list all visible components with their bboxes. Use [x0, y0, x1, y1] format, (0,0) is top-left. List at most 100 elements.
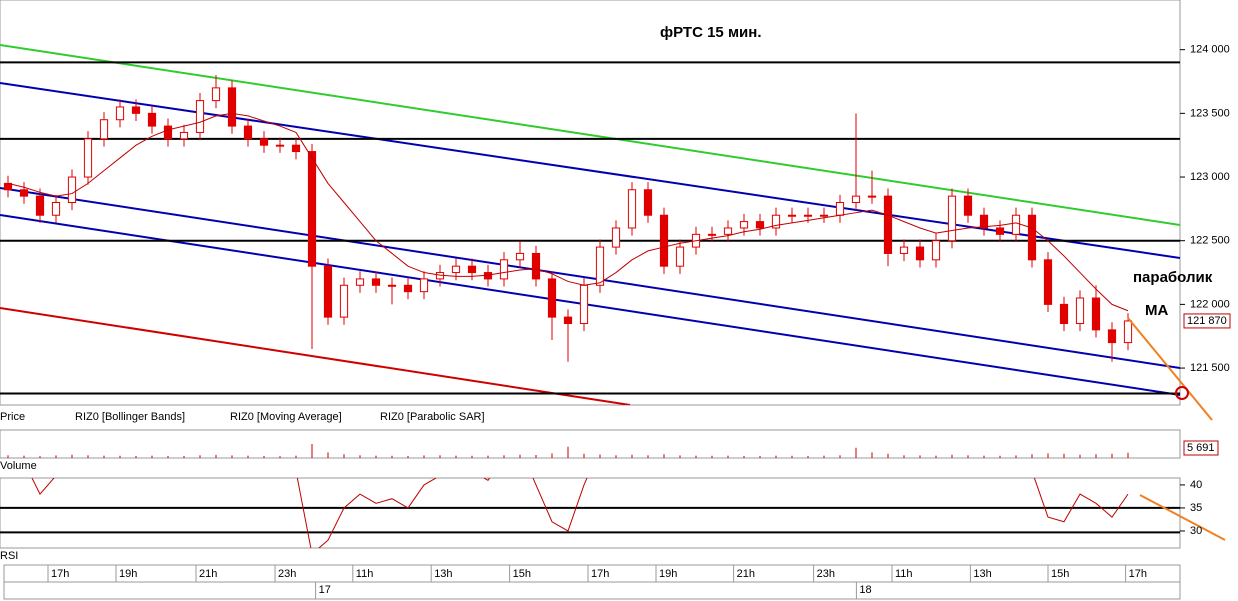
candle-body — [883, 195, 893, 254]
candle-body — [867, 195, 877, 198]
candle-body — [739, 221, 749, 229]
candle-body — [195, 100, 205, 133]
annotation: параболик — [1133, 269, 1213, 286]
candle-body — [19, 189, 29, 197]
y-tick-label: 121 500 — [1190, 362, 1230, 374]
y-tick-label: 124 000 — [1190, 44, 1230, 56]
candle-body — [947, 195, 957, 242]
candle-body — [851, 195, 861, 204]
rsi-tick-label: 40 — [1190, 479, 1202, 491]
candle-body — [627, 189, 637, 229]
candle-body — [179, 131, 189, 140]
candle-body — [3, 182, 13, 191]
x-tick-label: 17h — [1129, 568, 1147, 580]
candle-body — [995, 227, 1005, 235]
candle-body — [1043, 259, 1053, 305]
x-tick-label: 13h — [434, 568, 452, 580]
rsi-tick-label: 30 — [1190, 525, 1202, 537]
candle-body — [291, 144, 301, 153]
candle-body — [83, 138, 93, 178]
x-tick-label: 17h — [591, 568, 609, 580]
candle-body — [211, 87, 221, 102]
candle-body — [755, 221, 765, 229]
candle-body — [963, 195, 973, 216]
candle-body — [643, 189, 653, 216]
legend-item: Price — [0, 411, 25, 423]
candle-body — [579, 284, 589, 324]
x-tick-label: 15h — [1051, 568, 1069, 580]
candle-body — [355, 278, 365, 286]
last-price-box — [1183, 313, 1231, 329]
x-tick-label: 11h — [895, 568, 913, 580]
candle-body — [1107, 329, 1117, 344]
candle-body — [467, 265, 477, 274]
legend-item: RIZ0 [Bollinger Bands] — [75, 411, 185, 423]
trendline — [0, 214, 1180, 396]
candle-body — [547, 278, 557, 318]
candle-body — [371, 278, 381, 286]
candle-body — [595, 246, 605, 286]
panel-label: Volume — [0, 460, 37, 472]
candle-body — [707, 233, 717, 236]
date-tick-label: 17 — [319, 584, 331, 596]
candle-body — [787, 214, 797, 217]
x-tick-label: 19h — [659, 568, 677, 580]
x-tick-label: 19h — [119, 568, 137, 580]
candle-body — [67, 176, 77, 204]
candle-body — [979, 214, 989, 229]
candle-body — [659, 214, 669, 267]
candle-body — [419, 278, 429, 293]
candle-body — [243, 125, 253, 140]
candle-body — [387, 284, 397, 287]
y-tick-label: 123 000 — [1190, 171, 1230, 183]
price-panel — [0, 0, 1181, 406]
marker — [1175, 386, 1189, 400]
date-tick-label: 18 — [859, 584, 871, 596]
candle-body — [531, 252, 541, 280]
x-tick-label: 13h — [973, 568, 991, 580]
candle-body — [1059, 303, 1069, 324]
y-tick-label: 123 500 — [1190, 107, 1230, 119]
last-price-label: 121 870 — [1187, 315, 1227, 327]
y-tick-label: 122 500 — [1190, 235, 1230, 247]
candle-body — [803, 214, 813, 217]
volume-panel — [0, 429, 1181, 459]
ma-line — [7, 112, 1129, 312]
candle-body — [1091, 297, 1101, 331]
chart-title: фРТС 15 мин. — [660, 24, 762, 41]
x-tick-label: 21h — [199, 568, 217, 580]
panel-label: RSI — [0, 550, 18, 562]
arrow — [1139, 494, 1226, 541]
trendline — [0, 307, 631, 405]
candle-body — [451, 265, 461, 274]
candle-body — [403, 284, 413, 293]
rsi-panel — [0, 477, 1181, 549]
candle-body — [771, 214, 781, 229]
legend-item: RIZ0 [Moving Average] — [230, 411, 342, 423]
x-tick-label: 17h — [51, 568, 69, 580]
y-tick-label: 122 000 — [1190, 298, 1230, 310]
candle-body — [307, 151, 317, 267]
candle-body — [1075, 297, 1085, 324]
candle-body — [227, 87, 237, 127]
candle-body — [35, 195, 45, 216]
annotation: MA — [1145, 302, 1168, 319]
rsi-layer — [0, 478, 1180, 548]
candle-body — [259, 138, 269, 146]
x-tick-label: 23h — [817, 568, 835, 580]
x-tick-label: 11h — [356, 568, 374, 580]
volume-last-box — [1183, 440, 1219, 456]
candle-body — [163, 125, 173, 140]
rsi-line — [31, 478, 1129, 548]
candle-body — [675, 246, 685, 267]
candle-body — [899, 246, 909, 254]
candle-body — [931, 240, 941, 261]
x-tick-label: 23h — [278, 568, 296, 580]
candle-body — [275, 144, 285, 147]
candle-body — [723, 227, 733, 235]
arrow — [1127, 317, 1213, 421]
candle-body — [339, 284, 349, 318]
legend-item: RIZ0 [Parabolic SAR] — [380, 411, 485, 423]
